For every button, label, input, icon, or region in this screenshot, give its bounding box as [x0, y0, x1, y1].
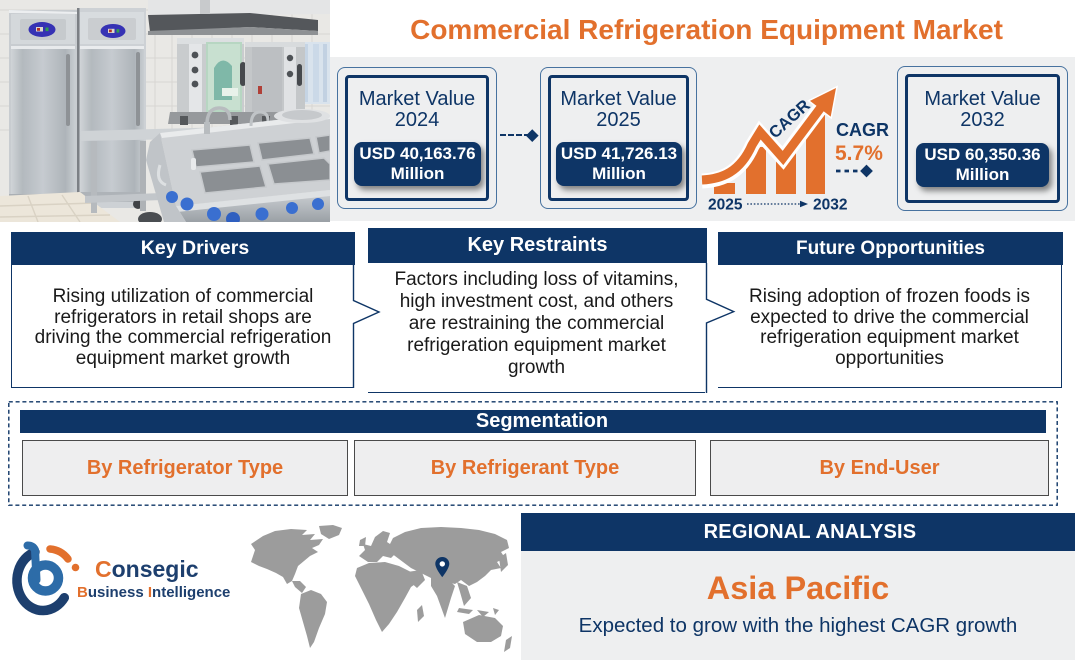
svg-text:CAGR: CAGR	[836, 120, 889, 140]
svg-text:Business Intelligence: Business Intelligence	[77, 584, 230, 601]
svg-text:Consegic: Consegic	[95, 556, 199, 582]
svg-text:5.7%: 5.7%	[835, 142, 883, 165]
svg-text:2032: 2032	[813, 197, 847, 214]
svg-text:2025: 2025	[708, 197, 743, 214]
